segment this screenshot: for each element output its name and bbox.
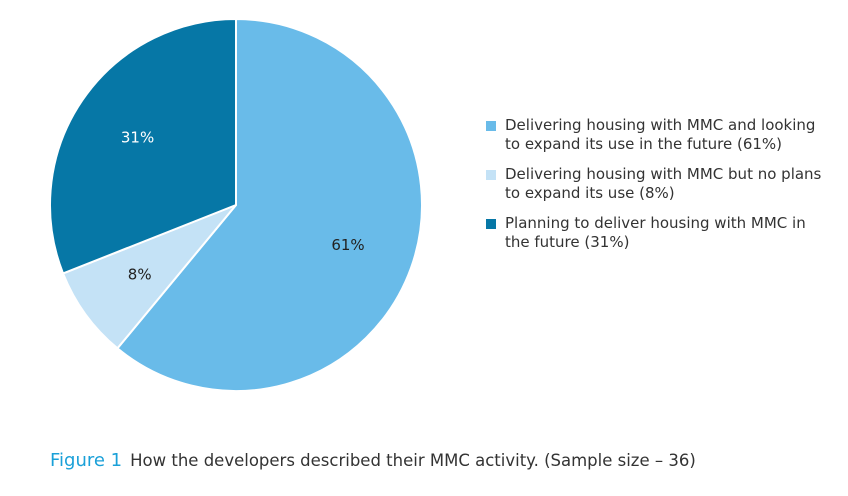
legend-swatch	[486, 219, 496, 229]
legend-label: Delivering housing with MMC and looking …	[505, 116, 816, 153]
pie-slice	[116, 17, 423, 392]
data-label: 8%	[128, 265, 152, 283]
chart-title: How the developers described their MMC a…	[130, 451, 696, 470]
caption: Figure 1 How the developers described the…	[50, 450, 696, 471]
chart: 61% 8% 31%	[49, 17, 423, 392]
data-label: 31%	[121, 129, 154, 147]
pie-slice	[49, 17, 237, 275]
data-label: 61%	[331, 236, 364, 254]
legend-swatch	[486, 170, 496, 180]
legend-item: Delivering housing with MMC and looking …	[486, 116, 831, 154]
legend-item: Planning to deliver housing with MMC in …	[486, 214, 831, 252]
legend-item: Delivering housing with MMC but no plans…	[486, 165, 831, 203]
legend: Delivering housing with MMC and looking …	[486, 116, 831, 263]
figure-label: Figure 1	[50, 450, 123, 471]
legend-label: Planning to deliver housing with MMC in …	[505, 214, 806, 251]
legend-swatch	[486, 121, 496, 131]
pie-slice	[61, 204, 237, 350]
legend-label: Delivering housing with MMC but no plans…	[505, 165, 822, 202]
